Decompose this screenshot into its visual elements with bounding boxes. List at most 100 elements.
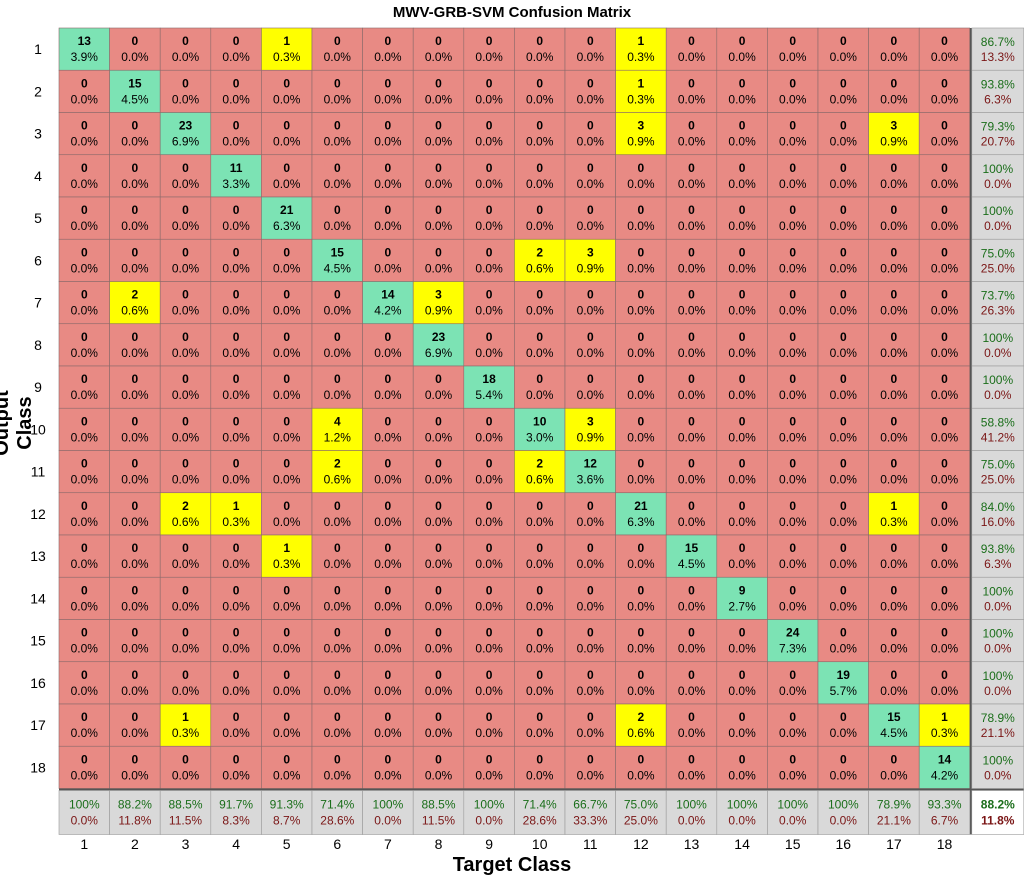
cell-count: 0 — [587, 626, 594, 640]
cell-count: 0 — [233, 414, 240, 428]
row-error: 0.0% — [984, 346, 1012, 360]
cell-count: 0 — [941, 372, 948, 386]
matrix-cell — [362, 365, 414, 409]
cell-count: 0 — [132, 330, 139, 344]
matrix-cell — [159, 661, 212, 705]
cell-count: 0 — [334, 583, 341, 597]
cell-count: 0 — [132, 34, 139, 48]
cell-count: 0 — [435, 499, 442, 513]
cell-count: 0 — [739, 752, 746, 766]
row-precision: 75.0% — [981, 458, 1015, 472]
cell-percent: 0.0% — [830, 92, 858, 106]
cell-count: 0 — [132, 710, 139, 724]
cell-count: 0 — [132, 372, 139, 386]
cell-percent: 0.0% — [931, 684, 959, 698]
cell-percent: 0.0% — [577, 557, 605, 571]
cell-count: 0 — [486, 541, 493, 555]
cell-count: 0 — [132, 752, 139, 766]
matrix-cell — [918, 27, 971, 71]
cell-percent: 0.0% — [627, 219, 655, 233]
matrix-cell — [767, 323, 819, 367]
cell-count: 0 — [233, 752, 240, 766]
matrix-cell — [615, 154, 667, 198]
cell-count: 0 — [587, 710, 594, 724]
matrix-cell — [514, 238, 566, 282]
matrix-cell — [564, 154, 616, 198]
cell-count: 0 — [334, 752, 341, 766]
cell-percent: 0.0% — [627, 346, 655, 360]
cell-count: 0 — [688, 752, 695, 766]
cell-percent: 0.0% — [475, 642, 503, 656]
cell-count: 0 — [283, 752, 290, 766]
cell-count: 0 — [739, 710, 746, 724]
matrix-cell — [665, 576, 718, 620]
matrix-cell — [362, 703, 414, 747]
cell-count: 0 — [587, 203, 594, 217]
cell-count: 0 — [486, 76, 493, 90]
matrix-cell — [109, 196, 161, 240]
matrix-cell — [615, 281, 667, 325]
cell-percent: 0.0% — [728, 304, 756, 318]
cell-count: 0 — [81, 541, 88, 555]
matrix-cell — [868, 450, 920, 494]
cell-percent: 0.0% — [880, 261, 908, 275]
matrix-cell — [261, 238, 313, 282]
col-recall: 100% — [69, 798, 100, 812]
cell-count: 0 — [638, 414, 645, 428]
col-recall: 93.3% — [927, 798, 961, 812]
cell-percent: 0.0% — [121, 177, 149, 191]
cell-percent: 0.0% — [830, 515, 858, 529]
cell-count: 0 — [638, 626, 645, 640]
cell-count: 0 — [182, 414, 189, 428]
matrix-cell — [210, 27, 262, 71]
cell-count: 0 — [638, 583, 645, 597]
matrix-cell — [767, 407, 819, 451]
cell-count: 0 — [81, 710, 88, 724]
matrix-cell — [564, 27, 616, 71]
x-tick-label: 18 — [937, 836, 953, 852]
x-tick-label: 6 — [333, 836, 341, 852]
row-summary-cell — [971, 703, 1024, 747]
cell-count: 0 — [435, 414, 442, 428]
cell-percent: 0.0% — [172, 219, 200, 233]
cell-percent: 0.0% — [273, 768, 301, 782]
cell-count: 0 — [233, 541, 240, 555]
matrix-cell — [159, 112, 212, 156]
cell-count: 0 — [840, 372, 847, 386]
cell-percent: 0.6% — [526, 261, 554, 275]
x-tick-label: 7 — [384, 836, 392, 852]
cell-count: 0 — [688, 414, 695, 428]
cell-count: 1 — [638, 76, 645, 90]
cell-percent: 0.0% — [880, 430, 908, 444]
cell-count: 0 — [435, 34, 442, 48]
cell-percent: 0.0% — [273, 726, 301, 740]
matrix-cell — [716, 112, 768, 156]
col-summary-cell — [665, 790, 718, 835]
col-recall: 91.7% — [219, 798, 253, 812]
row-summary-cell — [971, 196, 1024, 240]
matrix-cell — [514, 576, 566, 620]
matrix-cell — [817, 365, 869, 409]
cell-count: 0 — [435, 161, 442, 175]
cell-count: 0 — [334, 668, 341, 682]
cell-percent: 0.0% — [222, 726, 250, 740]
matrix-cell — [918, 703, 971, 747]
cell-count: 0 — [789, 541, 796, 555]
cell-count: 0 — [435, 583, 442, 597]
cell-percent: 0.0% — [526, 388, 554, 402]
cell-count: 0 — [385, 710, 392, 724]
matrix-cell — [514, 69, 566, 113]
cell-count: 0 — [941, 626, 948, 640]
cell-percent: 0.0% — [779, 430, 807, 444]
matrix-cell — [261, 196, 313, 240]
y-tick-label: 12 — [30, 506, 46, 522]
row-error: 26.3% — [981, 304, 1015, 318]
cell-count: 0 — [739, 245, 746, 259]
matrix-cell — [918, 196, 971, 240]
cell-count: 0 — [688, 626, 695, 640]
col-recall: 100% — [474, 798, 505, 812]
cell-count: 0 — [840, 499, 847, 513]
cell-percent: 0.0% — [475, 346, 503, 360]
matrix-cell — [817, 450, 869, 494]
cell-percent: 0.0% — [222, 135, 250, 149]
